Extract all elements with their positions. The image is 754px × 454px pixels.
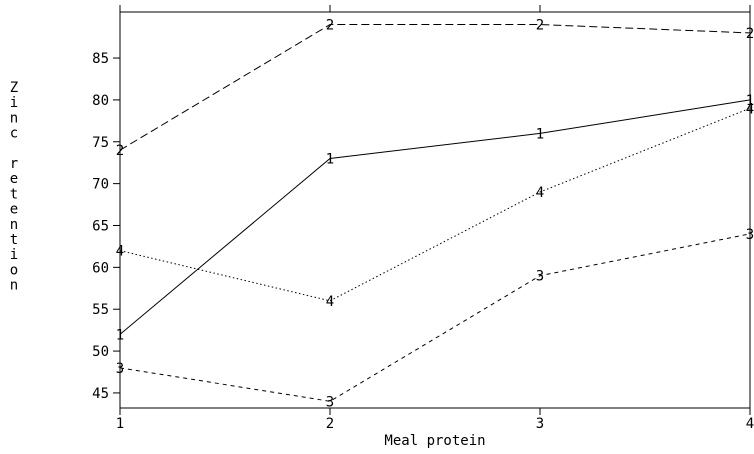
point-marker-series-2: 2 xyxy=(536,18,544,34)
y-tick-label: 75 xyxy=(92,135,109,151)
y-tick-label: 65 xyxy=(92,218,109,234)
point-marker-series-4: 4 xyxy=(116,244,124,260)
point-marker-series-4: 4 xyxy=(746,101,754,117)
point-marker-series-1: 1 xyxy=(536,126,544,142)
point-marker-series-3: 3 xyxy=(326,394,334,410)
point-marker-series-4: 4 xyxy=(326,294,334,310)
y-tick-label: 60 xyxy=(92,260,109,276)
y-tick-label: 85 xyxy=(92,51,109,67)
series-line-3 xyxy=(119,233,751,402)
y-tick-label: 45 xyxy=(92,386,109,402)
point-marker-series-2: 2 xyxy=(116,143,124,159)
point-marker-series-3: 3 xyxy=(116,361,124,377)
point-marker-series-1: 1 xyxy=(746,93,754,109)
series-line-4 xyxy=(119,107,751,302)
x-tick-label: 4 xyxy=(746,416,754,432)
y-tick-label: 80 xyxy=(92,93,109,109)
point-marker-series-1: 1 xyxy=(326,152,334,168)
point-marker-series-2: 2 xyxy=(326,18,334,34)
x-tick-label: 3 xyxy=(536,416,544,432)
x-tick-label: 2 xyxy=(326,416,334,432)
point-marker-series-2: 2 xyxy=(746,26,754,42)
series-line-2 xyxy=(119,24,751,151)
y-tick-label: 50 xyxy=(92,344,109,360)
point-marker-series-3: 3 xyxy=(536,269,544,285)
x-tick-label: 1 xyxy=(116,416,124,432)
point-marker-series-4: 4 xyxy=(536,185,544,201)
point-marker-series-3: 3 xyxy=(746,227,754,243)
plot-frame xyxy=(119,11,751,409)
y-tick-label: 55 xyxy=(92,302,109,318)
series-line-1 xyxy=(119,99,751,335)
y-tick-label: 70 xyxy=(92,177,109,193)
x-axis-label: Meal protein xyxy=(384,433,485,449)
point-marker-series-1: 1 xyxy=(116,327,124,343)
